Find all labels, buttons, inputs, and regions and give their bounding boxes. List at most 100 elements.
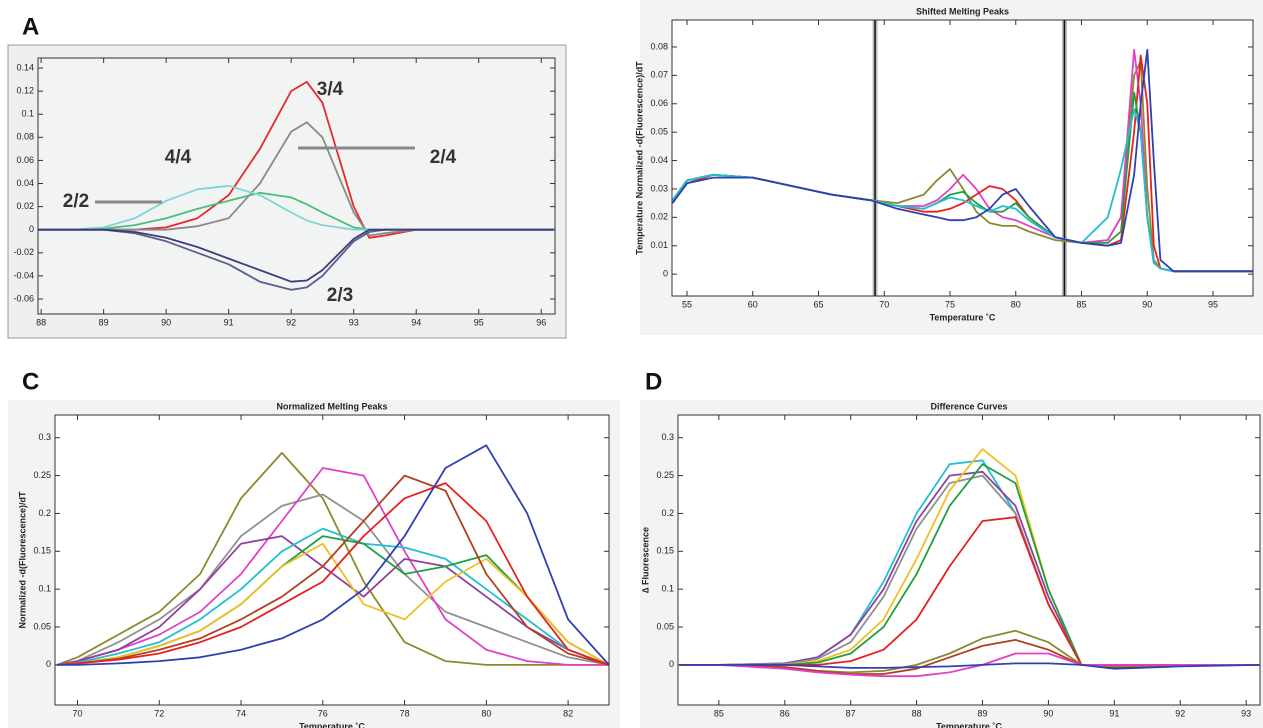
x-tick-label: 75 [945, 299, 955, 309]
series-line [56, 452, 609, 666]
x-tick-label: 91 [224, 317, 234, 327]
x-tick-label: 86 [780, 708, 790, 718]
y-tick-label: 0.02 [650, 212, 668, 222]
y-tick-label: 0.04 [650, 155, 668, 165]
y-tick-label: 0.06 [650, 98, 668, 108]
y-tick-label: 0.07 [650, 70, 668, 80]
y-tick-label: 0.3 [38, 432, 51, 442]
series-line [56, 482, 609, 666]
y-tick-label: 0.1 [21, 109, 34, 119]
plot-frame [37, 57, 556, 315]
plot-frame [54, 414, 610, 706]
y-tick-label: 0.08 [16, 132, 34, 142]
series-line [38, 121, 554, 237]
chart-title: Normalized Melting Peaks [276, 401, 387, 411]
x-tick-label: 93 [1241, 708, 1251, 718]
x-axis-label: Temperature ˚C [299, 721, 365, 728]
series-line [38, 228, 554, 283]
y-tick-label: 0 [29, 224, 34, 234]
y-tick-label: -0.04 [13, 270, 34, 280]
plot-frame [671, 19, 1254, 297]
y-tick-label: -0.02 [13, 247, 34, 257]
annotation: 2/2 [63, 191, 89, 212]
y-tick-label: 0 [46, 659, 51, 669]
annotation: 4/4 [165, 147, 192, 168]
x-tick-label: 74 [236, 708, 246, 718]
x-tick-label: 82 [563, 708, 573, 718]
x-tick-label: 70 [879, 299, 889, 309]
chart-title: Shifted Melting Peaks [916, 6, 1009, 16]
series-line [679, 662, 1260, 670]
x-tick-label: 80 [1011, 299, 1021, 309]
panel-letter: C [22, 368, 39, 395]
y-tick-label: 0.05 [656, 621, 674, 631]
x-tick-label: 92 [1175, 708, 1185, 718]
x-tick-label: 85 [714, 708, 724, 718]
series-line [56, 474, 609, 666]
y-tick-label: 0.15 [656, 546, 674, 556]
annotation: 2/3 [327, 285, 353, 306]
y-tick-label: -0.06 [13, 293, 34, 303]
plot-area [55, 415, 609, 705]
x-tick-label: 87 [846, 708, 856, 718]
y-tick-label: 0.3 [661, 432, 674, 442]
x-tick-label: 72 [154, 708, 164, 718]
x-tick-label: 93 [349, 317, 359, 327]
y-tick-label: 0.15 [33, 546, 51, 556]
x-tick-label: 91 [1109, 708, 1119, 718]
y-tick-label: 0 [663, 269, 668, 279]
x-tick-label: 95 [1208, 299, 1218, 309]
series-line [56, 467, 609, 666]
panel-letter: D [645, 368, 662, 395]
y-tick-label: 0.1 [38, 584, 51, 594]
x-tick-label: 65 [813, 299, 823, 309]
y-tick-label: 0.14 [16, 62, 34, 72]
x-tick-label: 88 [912, 708, 922, 718]
x-tick-label: 90 [161, 317, 171, 327]
x-tick-label: 89 [978, 708, 988, 718]
series-line [56, 493, 609, 666]
x-tick-label: 94 [411, 317, 421, 327]
series-line [672, 48, 1253, 273]
x-tick-label: 90 [1043, 708, 1053, 718]
x-tick-label: 89 [99, 317, 109, 327]
panel-letter: A [22, 13, 39, 40]
y-axis-label: Normalized -d(Fluorescence)/dT [17, 491, 27, 629]
series-group [38, 81, 554, 291]
y-tick-label: 0.25 [656, 470, 674, 480]
chart-title: Difference Curves [930, 401, 1007, 411]
y-tick-label: 0.02 [16, 201, 34, 211]
x-tick-label: 70 [72, 708, 82, 718]
series-line [56, 542, 609, 666]
series-line [57, 444, 609, 666]
y-tick-label: 0.03 [650, 183, 668, 193]
y-tick-label: 0 [669, 659, 674, 669]
plot-frame [677, 414, 1261, 706]
y-axis-label: ∆ Fluorescence [640, 527, 650, 593]
series-group [672, 20, 1253, 296]
y-tick-label: 0.06 [16, 155, 34, 165]
y-tick-label: 0.12 [16, 86, 34, 96]
y-tick-label: 0.04 [16, 178, 34, 188]
x-axis-label: Temperature ˚C [930, 312, 996, 322]
plot-area [672, 20, 1253, 296]
x-tick-label: 95 [474, 317, 484, 327]
annotation: 3/4 [317, 79, 344, 100]
series-group [56, 444, 609, 666]
x-tick-label: 80 [481, 708, 491, 718]
series-line [679, 652, 1260, 678]
y-tick-label: 0.2 [38, 508, 51, 518]
x-tick-label: 85 [1077, 299, 1087, 309]
y-tick-label: 0.2 [661, 508, 674, 518]
x-axis-label: Temperature ˚C [936, 721, 1002, 728]
y-axis-label: Temperature Normalized -d(Fluorescence)/… [634, 61, 644, 255]
y-tick-label: 0.05 [33, 621, 51, 631]
series-group [679, 448, 1260, 678]
x-tick-label: 88 [36, 317, 46, 327]
y-tick-label: 0.08 [650, 41, 668, 51]
y-tick-label: 0.25 [33, 470, 51, 480]
x-tick-label: 60 [748, 299, 758, 309]
plot-area [678, 415, 1260, 705]
x-tick-label: 55 [682, 299, 692, 309]
y-tick-label: 0.05 [650, 127, 668, 137]
